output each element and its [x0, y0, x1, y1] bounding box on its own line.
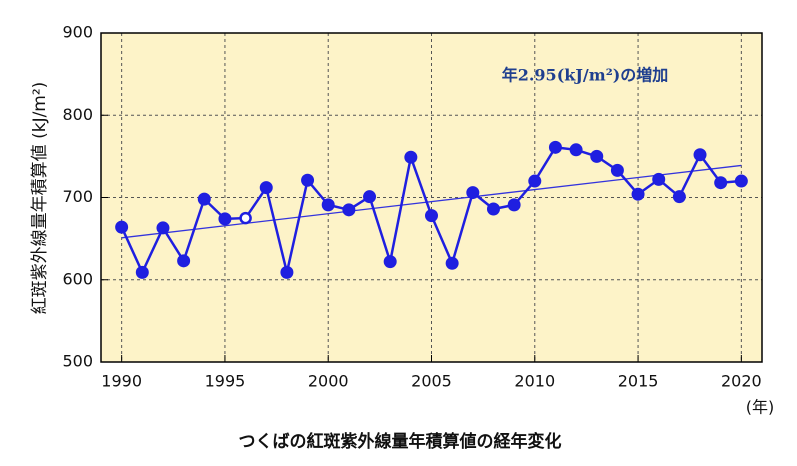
data-point: [259, 181, 273, 195]
data-point: [425, 209, 438, 223]
x-axis-label: (年): [746, 398, 775, 417]
data-point: [177, 254, 191, 268]
data-point: [156, 221, 170, 235]
data-point: [590, 149, 604, 163]
y-tick-label: 500: [62, 352, 93, 371]
x-tick-label: 2020: [721, 372, 762, 391]
data-point: [321, 198, 335, 212]
data-point: [218, 212, 232, 226]
x-tick-label: 1995: [205, 372, 246, 391]
data-point: [197, 192, 211, 206]
x-tick-label: 2005: [411, 372, 452, 391]
data-point: [280, 265, 294, 279]
data-point: [342, 203, 356, 217]
data-point: [404, 150, 418, 164]
data-point: [610, 163, 624, 177]
data-point: [383, 255, 397, 269]
data-point: [693, 148, 707, 162]
data-point: [631, 187, 645, 201]
data-point: [363, 190, 377, 204]
y-tick-label: 800: [62, 105, 93, 124]
trend-line: [121, 164, 742, 239]
x-tick-label: 1990: [101, 372, 142, 391]
data-point: [714, 176, 728, 190]
y-tick-label: 900: [62, 23, 93, 42]
caption: つくばの紅斑紫外線量年積算値の経年変化: [239, 431, 562, 452]
data-point: [528, 174, 542, 188]
y-tick-label: 700: [62, 187, 93, 206]
x-tick-label: 2010: [514, 372, 555, 391]
x-tick-label: 2000: [308, 372, 349, 391]
data-point: [548, 140, 562, 154]
y-axis-label: 紅斑紫外線量年積算値 (kJ/m²): [30, 82, 50, 315]
data-point: [239, 211, 252, 225]
annotation: 年2.95(kJ/m²)の増加: [502, 66, 669, 85]
data-point: [486, 202, 500, 216]
data-point: [135, 265, 149, 279]
plot-frame: [100, 32, 763, 363]
y-tick-label: 600: [62, 269, 93, 288]
x-tick-label: 2015: [618, 372, 659, 391]
data-point: [672, 190, 686, 204]
data-point: [507, 198, 521, 212]
data-point: [734, 174, 748, 188]
data-point: [301, 173, 315, 187]
data-point: [445, 256, 459, 270]
data-point: [569, 143, 583, 157]
data-point: [466, 186, 480, 200]
data-point: [115, 220, 129, 234]
data-point: [652, 172, 666, 186]
